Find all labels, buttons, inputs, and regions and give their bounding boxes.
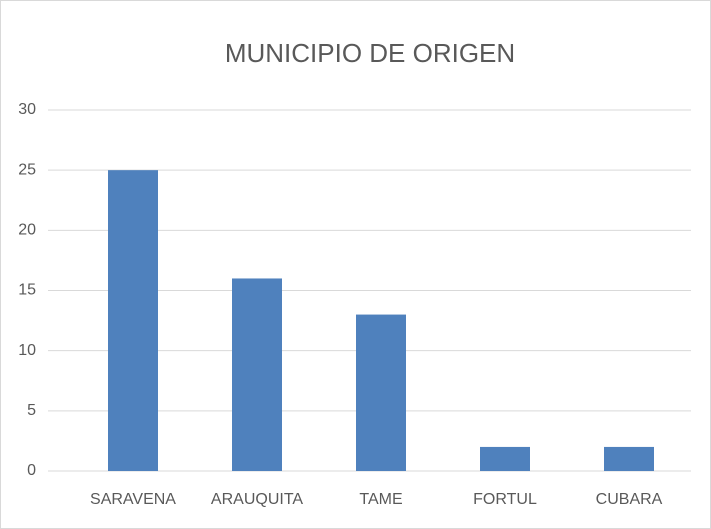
y-tick-label: 10 — [18, 342, 36, 359]
bar — [356, 314, 406, 471]
bar — [232, 278, 282, 471]
y-tick-label: 0 — [27, 462, 36, 479]
y-tick-label: 5 — [27, 402, 36, 419]
y-tick-label: 20 — [18, 222, 36, 239]
y-tick-label: 25 — [18, 161, 36, 178]
x-tick-label: CUBARA — [596, 491, 663, 508]
x-tick-label: TAME — [359, 491, 402, 508]
bar — [604, 446, 654, 471]
x-tick-label: SARAVENA — [90, 491, 176, 508]
x-tick-label: FORTUL — [473, 491, 537, 508]
y-tick-label: 15 — [18, 282, 36, 299]
bar — [480, 446, 530, 471]
chart-title: MUNICIPIO DE ORIGEN — [225, 38, 515, 68]
y-tick-label: 30 — [18, 101, 36, 118]
x-tick-label: ARAUQUITA — [211, 491, 303, 508]
bar — [108, 170, 158, 471]
